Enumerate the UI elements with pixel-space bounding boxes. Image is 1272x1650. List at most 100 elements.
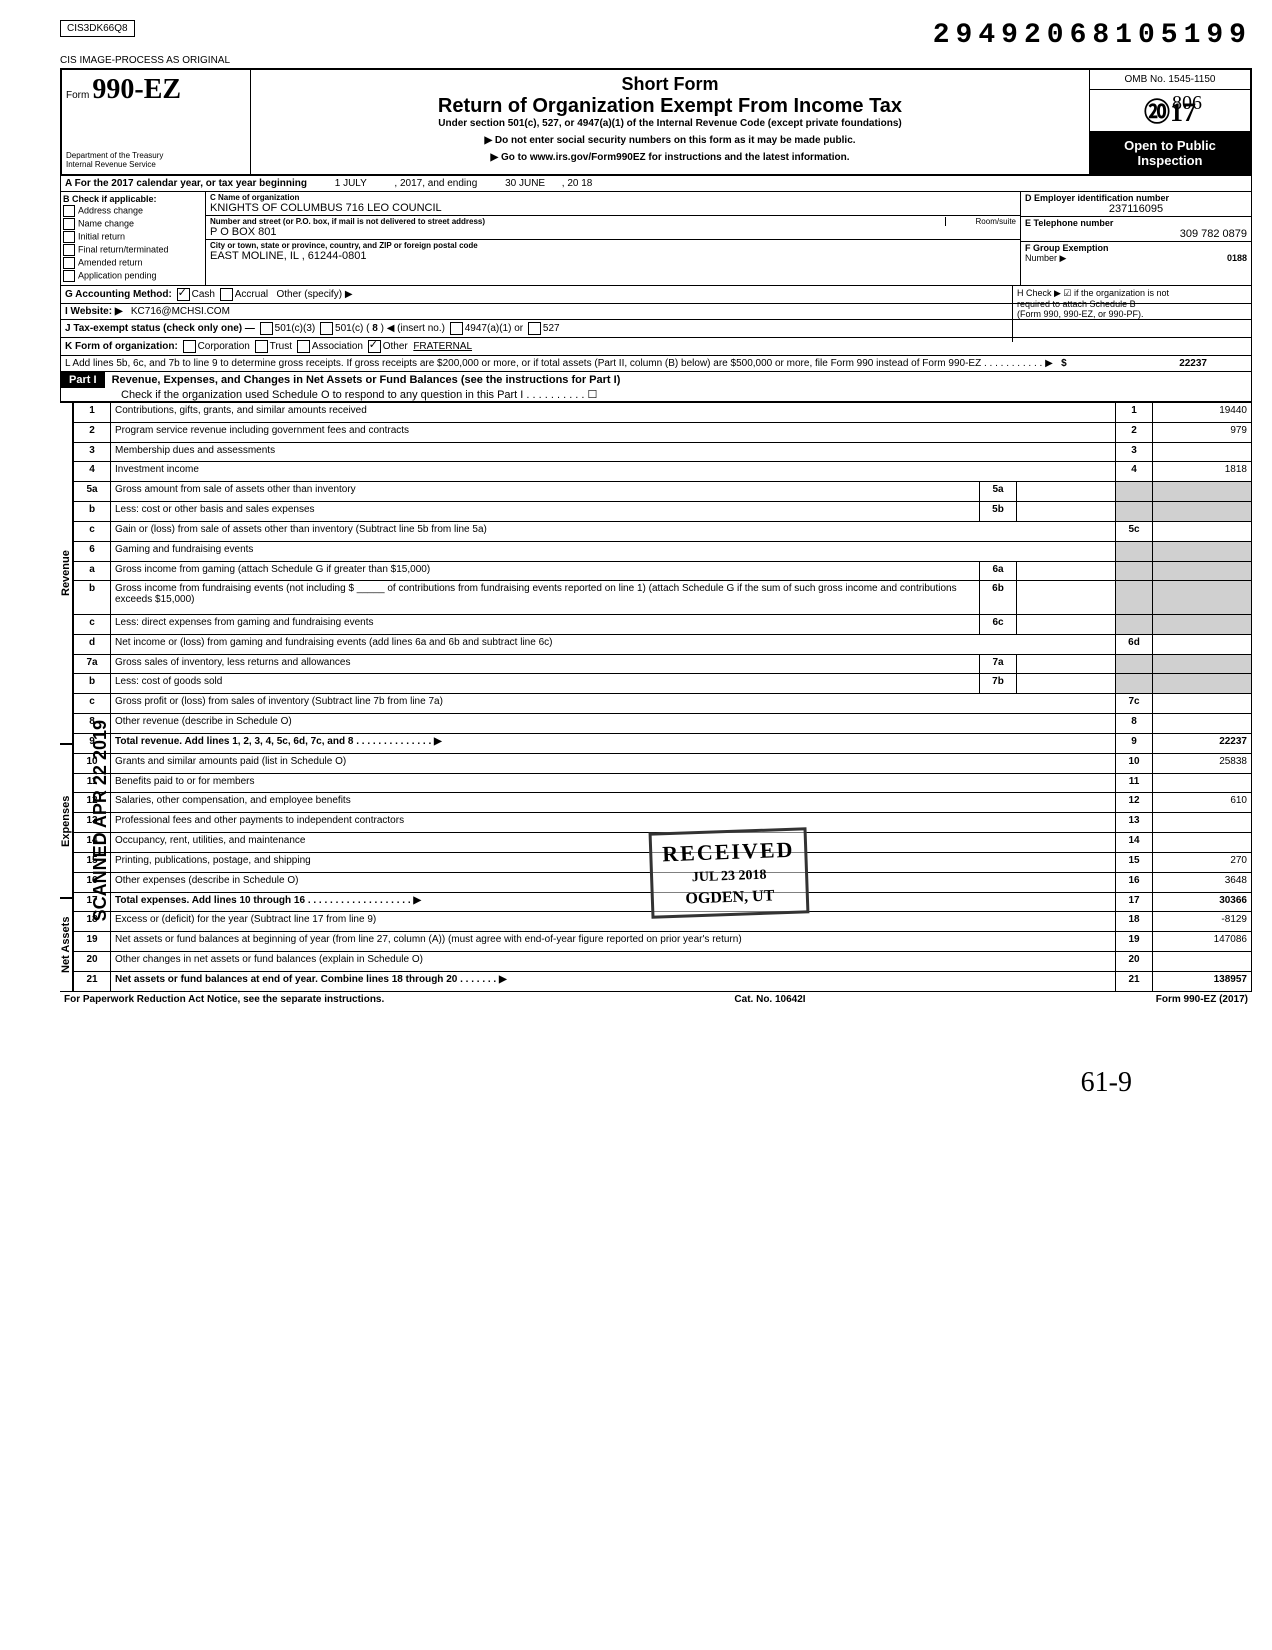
checkbox-527[interactable] xyxy=(528,322,541,335)
line-desc: Gross profit or (loss) from sales of inv… xyxy=(111,694,1116,714)
dept-line2: Internal Revenue Service xyxy=(66,161,246,170)
line-number: 5a xyxy=(74,482,111,502)
cash-label: Cash xyxy=(192,289,215,300)
footer-row: For Paperwork Reduction Act Notice, see … xyxy=(60,992,1252,1007)
line-desc: Contributions, gifts, grants, and simila… xyxy=(111,403,1116,423)
col-b-checkboxes: B Check if applicable: Address change Na… xyxy=(61,192,206,285)
phone-row: E Telephone number 309 782 0879 xyxy=(1021,217,1251,242)
line-number: 19 xyxy=(74,932,111,952)
line-desc: Benefits paid to or for members xyxy=(111,773,1116,793)
line-amount xyxy=(1153,952,1252,972)
checkbox-icon[interactable] xyxy=(63,218,75,230)
org-name-row: C Name of organization KNIGHTS OF COLUMB… xyxy=(206,192,1020,216)
line-amount: 19440 xyxy=(1153,403,1252,423)
cb-name-change: Name change xyxy=(63,218,203,230)
row-k-label: K Form of organization: xyxy=(65,341,178,352)
inner-amount xyxy=(1017,654,1116,674)
line-row: 3Membership dues and assessments3 xyxy=(74,442,1252,462)
checkbox-501c[interactable] xyxy=(320,322,333,335)
row-a-mid: , 2017, and ending xyxy=(394,178,477,189)
open-to-public: Open to Public Inspection xyxy=(1090,132,1250,174)
row-l-value: 22237 xyxy=(1179,358,1247,369)
line-number: 20 xyxy=(74,952,111,972)
ein-row: D Employer identification number 2371160… xyxy=(1021,192,1251,217)
row-h-check: H Check ▶ ☑ if the organization is not r… xyxy=(1012,286,1251,342)
line-row: 6Gaming and fundraising events xyxy=(74,541,1252,561)
instr-ssn: ▶ Do not enter social security numbers o… xyxy=(255,135,1085,146)
line-row: 1Contributions, gifts, grants, and simil… xyxy=(74,403,1252,423)
line-box-label: 17 xyxy=(1116,892,1153,912)
line-desc: Gross income from gaming (attach Schedul… xyxy=(111,561,980,581)
checkbox-corp[interactable] xyxy=(183,340,196,353)
501c-insert: 8 xyxy=(372,323,378,334)
form-header: Form 990-EZ Department of the Treasury I… xyxy=(60,68,1252,176)
line-desc: Gross sales of inventory, less returns a… xyxy=(111,654,980,674)
part-1-title: Revenue, Expenses, and Changes in Net As… xyxy=(108,372,625,388)
checkbox-501c3[interactable] xyxy=(260,322,273,335)
col-c-org-info: C Name of organization KNIGHTS OF COLUMB… xyxy=(206,192,1020,285)
cb-initial-return: Initial return xyxy=(63,231,203,243)
handwritten-806: 806 xyxy=(1172,92,1202,115)
group-ex-label: F Group Exemption xyxy=(1025,243,1109,253)
line-row: dNet income or (loss) from gaming and fu… xyxy=(74,634,1252,654)
line-number: b xyxy=(74,581,111,614)
line-amount: 610 xyxy=(1153,793,1252,813)
form-label: Form xyxy=(66,90,89,101)
checkbox-other-org[interactable] xyxy=(368,340,381,353)
line-box-label: 11 xyxy=(1116,773,1153,793)
line-row: cGross profit or (loss) from sales of in… xyxy=(74,694,1252,714)
other-org-label: Other xyxy=(383,341,408,352)
line-amount xyxy=(1153,634,1252,654)
checkbox-4947[interactable] xyxy=(450,322,463,335)
line-desc: Less: cost or other basis and sales expe… xyxy=(111,502,980,522)
line-row: 21Net assets or fund balances at end of … xyxy=(74,971,1252,991)
line-desc: Less: cost of goods sold xyxy=(111,674,980,694)
grey-cell xyxy=(1116,561,1153,581)
checkbox-assoc[interactable] xyxy=(297,340,310,353)
line-box-label: 4 xyxy=(1116,462,1153,482)
omb-number: OMB No. 1545-1150 xyxy=(1090,70,1250,90)
line-row: cGain or (loss) from sale of assets othe… xyxy=(74,521,1252,541)
grey-cell xyxy=(1116,674,1153,694)
checkbox-cash[interactable] xyxy=(177,288,190,301)
assoc-label: Association xyxy=(312,341,363,352)
line-box-label: 5c xyxy=(1116,521,1153,541)
line-desc: Gross income from fundraising events (no… xyxy=(111,581,980,614)
dollar-sign: $ xyxy=(1061,358,1067,369)
cis-image-label: CIS IMAGE-PROCESS AS ORIGINAL xyxy=(60,55,1252,66)
line-desc: Other revenue (describe in Schedule O) xyxy=(111,714,1116,734)
line-desc: Gaming and fundraising events xyxy=(111,541,1116,561)
inner-amount xyxy=(1017,581,1116,614)
line-row: 5aGross amount from sale of assets other… xyxy=(74,482,1252,502)
line-amount xyxy=(1153,521,1252,541)
street-label: Number and street (or P.O. box, if mail … xyxy=(210,217,1016,226)
scanned-stamp: SCANNED APR 22 2019 xyxy=(90,720,111,921)
grey-cell xyxy=(1116,614,1153,634)
checkbox-trust[interactable] xyxy=(255,340,268,353)
checkbox-icon[interactable] xyxy=(63,270,75,282)
line-box-label: 2 xyxy=(1116,422,1153,442)
line-number: 2 xyxy=(74,422,111,442)
line-desc: Total expenses. Add lines 10 through 16 … xyxy=(111,892,1116,912)
checkbox-icon[interactable] xyxy=(63,257,75,269)
row-l-text: L Add lines 5b, 6c, and 7b to line 9 to … xyxy=(65,358,1053,369)
checkbox-icon[interactable] xyxy=(63,244,75,256)
line-desc: Professional fees and other payments to … xyxy=(111,813,1116,833)
line-row: 13Professional fees and other payments t… xyxy=(74,813,1252,833)
header-right: OMB No. 1545-1150 ⑳201717 Open to Public… xyxy=(1089,70,1250,174)
line-amount xyxy=(1153,442,1252,462)
line-amount: 979 xyxy=(1153,422,1252,442)
dln-digits: 29492068105199 xyxy=(933,20,1252,51)
line-row: 9Total revenue. Add lines 1, 2, 3, 4, 5c… xyxy=(74,733,1252,753)
checkbox-accrual[interactable] xyxy=(220,288,233,301)
grey-cell xyxy=(1116,541,1153,561)
line-row: 20Other changes in net assets or fund ba… xyxy=(74,952,1252,972)
grey-cell xyxy=(1153,502,1252,522)
street-row: Number and street (or P.O. box, if mail … xyxy=(206,216,1020,240)
col-b-header: B Check if applicable: xyxy=(63,194,203,204)
501c-label: 501(c) ( xyxy=(335,323,369,334)
checkbox-icon[interactable] xyxy=(63,205,75,217)
checkbox-icon[interactable] xyxy=(63,231,75,243)
inner-box-label: 6a xyxy=(980,561,1017,581)
line-amount: -8129 xyxy=(1153,912,1252,932)
